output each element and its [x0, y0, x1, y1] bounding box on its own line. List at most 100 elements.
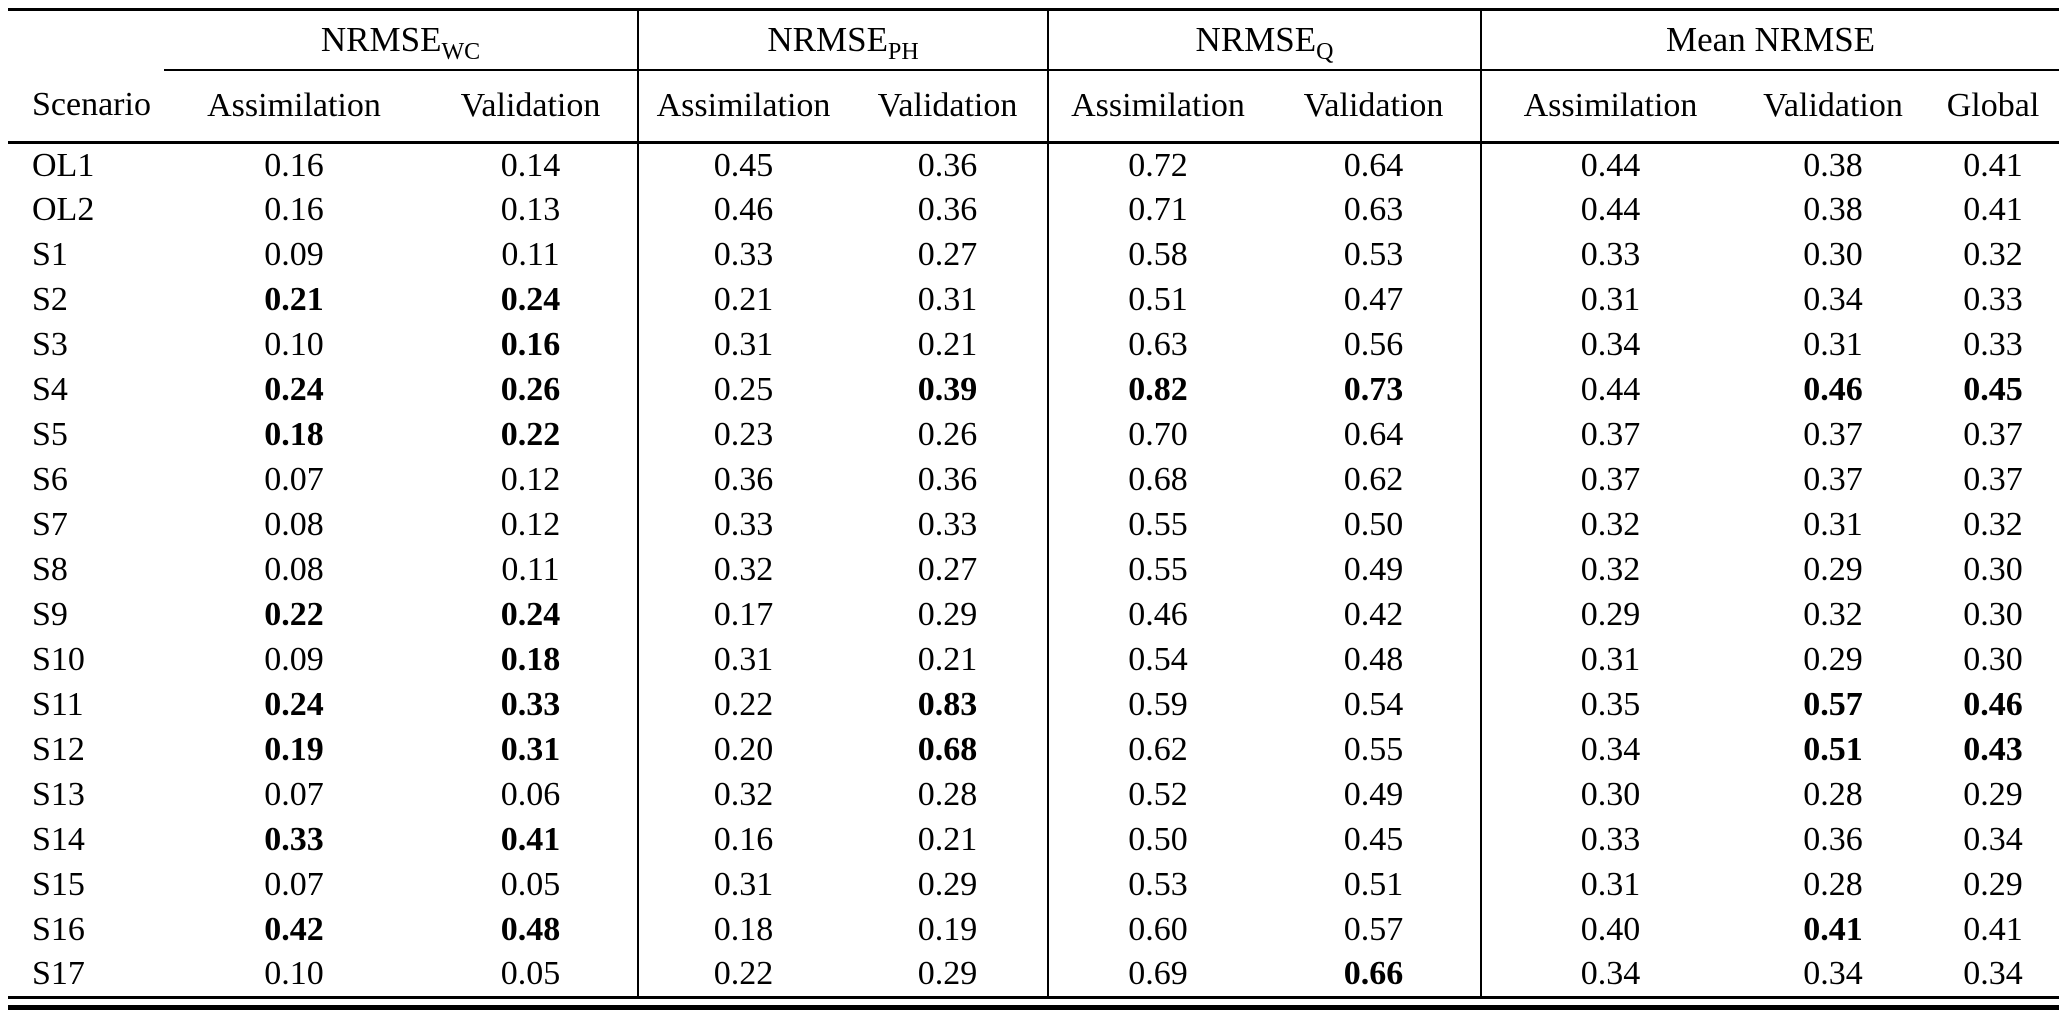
- scenario-cell: OL2: [32, 191, 95, 228]
- value-cell: 0.21: [713, 281, 774, 318]
- value-cell: 0.50: [1267, 502, 1483, 548]
- value-cell: 0.21: [848, 322, 1050, 368]
- value-cell: 0.31: [1803, 506, 1863, 543]
- value-cell: 0.31: [1580, 281, 1641, 318]
- value-cell: 0.53: [1267, 232, 1483, 278]
- value-cell: 0.31: [424, 727, 640, 773]
- value-cell: 0.30: [1963, 596, 2023, 633]
- value-cell: 0.63: [1128, 326, 1188, 363]
- value-cell: 0.38: [1803, 191, 1863, 228]
- scenario-cell: S4: [32, 371, 68, 408]
- value-cell: 0.50: [1128, 821, 1188, 858]
- value-cell: 0.55: [1128, 551, 1188, 588]
- scenario-cell: S17: [32, 955, 85, 993]
- value-cell: 0.41: [1963, 191, 2023, 228]
- value-cell: 0.09: [264, 236, 324, 273]
- value-cell: 0.33: [1963, 326, 2023, 363]
- table-row: S10 0.09 0.18 0.31 0.21 0.54 0.48 0.31 0.29 0.30: [8, 637, 2059, 683]
- value-cell: 0.30: [1580, 776, 1641, 813]
- value-cell: 0.19: [264, 731, 324, 768]
- nrmse-results-table: NRMSEWC NRMSEPH NRMSEQ Mean NRMSE Scenar…: [8, 8, 2060, 999]
- value-cell: 0.44: [1580, 191, 1641, 228]
- value-cell: 0.31: [1580, 641, 1641, 678]
- value-cell: 0.56: [1267, 322, 1483, 368]
- value-cell: 0.66: [1267, 952, 1483, 998]
- scenario-cell: S2: [32, 281, 68, 318]
- value-cell: 0.30: [1963, 551, 2023, 588]
- value-cell: 0.51: [1803, 731, 1863, 768]
- value-cell: 0.39: [848, 367, 1050, 413]
- value-cell: 0.29: [848, 862, 1050, 908]
- value-cell: 0.51: [1128, 281, 1188, 318]
- scenario-cell: S16: [32, 911, 85, 948]
- col-header-mean-assimilation: Assimilation: [1481, 69, 1740, 144]
- value-cell: 0.59: [1128, 686, 1188, 723]
- scenario-cell: S10: [32, 641, 85, 678]
- table-row: S1 0.09 0.11 0.33 0.27 0.58 0.53 0.33 0.30 0.32: [8, 232, 2059, 278]
- value-cell: 0.33: [264, 821, 324, 858]
- scenario-cell: S1: [32, 236, 68, 273]
- value-cell: 0.21: [264, 281, 324, 318]
- table-row: S8 0.08 0.11 0.32 0.27 0.55 0.49 0.32 0.29 0.30: [8, 547, 2059, 593]
- value-cell: 0.36: [1803, 821, 1863, 858]
- scenario-cell: S12: [32, 731, 85, 768]
- value-cell: 0.41: [1803, 911, 1863, 948]
- value-cell: 0.30: [1963, 641, 2023, 678]
- value-cell: 0.23: [713, 416, 774, 453]
- value-cell: 0.07: [264, 776, 324, 813]
- group-header-nrmse-ph: NRMSEPH: [638, 9, 1050, 71]
- value-cell: 0.22: [264, 596, 324, 633]
- scenario-cell: S15: [32, 866, 85, 903]
- value-cell: 0.40: [1580, 911, 1641, 948]
- value-cell: 0.38: [1803, 146, 1863, 184]
- value-cell: 0.83: [848, 682, 1050, 728]
- value-cell: 0.22: [713, 686, 774, 723]
- value-cell: 0.21: [848, 817, 1050, 863]
- col-header-wc-validation: Validation: [424, 69, 640, 144]
- group-label: NRMSE: [767, 19, 888, 59]
- value-cell: 0.11: [424, 232, 640, 278]
- value-cell: 0.34: [1580, 955, 1641, 993]
- scenario-cell: S3: [32, 326, 68, 363]
- group-subscript: WC: [441, 38, 481, 65]
- value-cell: 0.29: [1580, 596, 1641, 633]
- scenario-cell: S13: [32, 776, 85, 813]
- scenario-cell: S7: [32, 506, 68, 543]
- value-cell: 0.24: [424, 592, 640, 638]
- value-cell: 0.37: [1580, 461, 1641, 498]
- group-header-nrmse-q: NRMSEQ: [1048, 9, 1483, 71]
- col-header-ph-assimilation: Assimilation: [638, 69, 849, 144]
- value-cell: 0.52: [1128, 776, 1188, 813]
- value-cell: 0.55: [1128, 506, 1188, 543]
- value-cell: 0.41: [1963, 911, 2023, 948]
- value-cell: 0.28: [848, 772, 1050, 818]
- value-cell: 0.10: [264, 326, 324, 363]
- value-cell: 0.31: [713, 326, 774, 363]
- value-cell: 0.31: [713, 866, 774, 903]
- column-header-row: Scenario Assimilation Validation Assimil…: [8, 69, 2060, 144]
- corner-empty-cell: [8, 10, 164, 70]
- value-cell: 0.33: [713, 506, 774, 543]
- table-row: S6 0.07 0.12 0.36 0.36 0.68 0.62 0.37 0.37 0.37: [8, 457, 2059, 503]
- value-cell: 0.07: [264, 461, 324, 498]
- value-cell: 0.41: [424, 817, 640, 863]
- value-cell: 0.16: [424, 322, 640, 368]
- value-cell: 0.16: [264, 146, 324, 184]
- value-cell: 0.29: [1963, 866, 2023, 903]
- value-cell: 0.32: [713, 551, 774, 588]
- value-cell: 0.46: [1963, 686, 2023, 723]
- value-cell: 0.22: [713, 955, 774, 993]
- value-cell: 0.54: [1128, 641, 1188, 678]
- value-cell: 0.68: [848, 727, 1050, 773]
- col-header-scenario: Scenario: [8, 69, 164, 144]
- table-row: S14 0.33 0.41 0.16 0.21 0.50 0.45 0.33 0.36 0.34: [8, 817, 2059, 863]
- col-header-wc-assimilation: Assimilation: [164, 69, 424, 144]
- value-cell: 0.55: [1267, 727, 1483, 773]
- value-cell: 0.34: [1580, 731, 1641, 768]
- value-cell: 0.33: [848, 502, 1050, 548]
- table-row: S16 0.42 0.48 0.18 0.19 0.60 0.57 0.40 0.41 0.41: [8, 907, 2059, 953]
- col-header-mean-global: Global: [1927, 69, 2060, 144]
- value-cell: 0.33: [1580, 821, 1641, 858]
- value-cell: 0.37: [1580, 416, 1641, 453]
